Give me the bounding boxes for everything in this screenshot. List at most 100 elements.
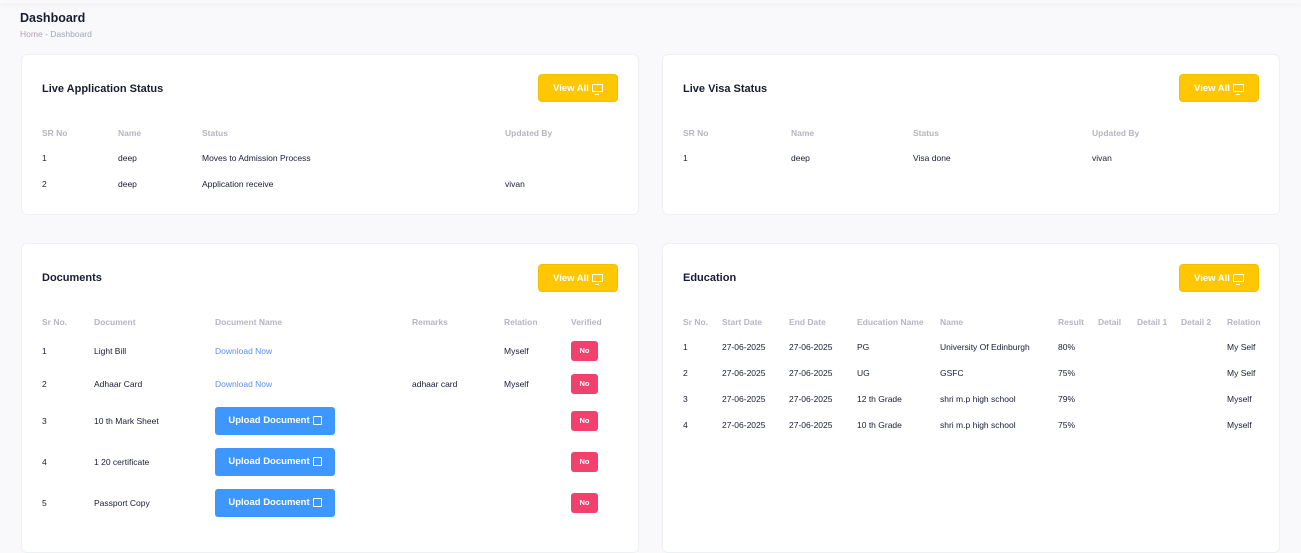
relation-cell: Myself [504,378,529,389]
upload-label: Upload Document [228,456,310,467]
documents-card: Documents View All Sr No. Document Documen… [21,243,639,553]
column-header: Relation [1227,317,1261,327]
document-name-cell: Download Now [215,367,412,400]
table-row: 2 27-06-2025 27-06-2025 UG GSFC 75% My Self [683,360,1263,386]
table-cell: vivan [505,179,525,189]
table-cell: 27-06-2025 [722,420,766,430]
sr-cell: 1 [42,345,47,356]
table-cell [1098,386,1137,412]
document-name-cell: Upload Document [215,482,412,523]
view-all-button[interactable]: View All [1179,74,1259,102]
visa-status-card: Live Visa Status View All SR No Name Statu… [662,54,1280,215]
view-all-label: View All [1194,272,1230,284]
document-name-cell: Upload Document [215,400,412,441]
breadcrumb-home[interactable]: Home [20,29,43,39]
education-card: Education View All Sr No. Start Date End D… [662,243,1280,553]
document-name-cell: Download Now [215,334,412,367]
verified-cell: No [571,441,620,482]
relation-cell [504,400,571,441]
upload-label: Upload Document [228,415,310,426]
card-title: Live Visa Status [683,83,768,95]
table-cell: shri m.p high school [940,394,1016,404]
column-header: Status [913,128,939,138]
column-header: Name [940,317,964,327]
table-row: 2 deep Application receive vivan [42,171,620,197]
verified-cell: No [571,334,620,367]
application-status-card: Live Application Status View All SR No Na… [21,54,639,215]
download-link[interactable]: Download Now [215,378,273,389]
edit-icon [312,416,322,425]
table-cell [1098,334,1137,360]
column-header: Detail [1098,317,1122,327]
verified-cell: No [571,400,620,441]
table-cell: 27-06-2025 [722,394,766,404]
monitor-icon [1232,274,1244,285]
document-cell: Light Bill [94,345,127,356]
sr-cell: 3 [42,415,47,426]
remarks-cell [412,334,504,367]
table-cell: 10 th Grade [857,420,902,430]
verified-cell: No [571,367,620,400]
sr-cell: 4 [42,456,47,467]
table-cell: Myself [1227,420,1252,430]
document-cell: 1 20 certificate [94,456,150,467]
table-cell [1098,360,1137,386]
upload-label: Upload Document [228,497,310,508]
table-cell: 2 [42,179,47,189]
verified-badge: No [571,340,598,361]
card-title: Documents [42,272,102,284]
document-name-cell: Upload Document [215,441,412,482]
upload-document-button[interactable]: Upload Document [215,447,335,476]
table-cell: shri m.p high school [940,420,1016,430]
sr-cell: 2 [42,378,47,389]
table-cell: 79% [1058,394,1076,404]
breadcrumb-current: Dashboard [50,29,92,39]
table-cell: deep [118,179,137,189]
table-cell: 1 [42,153,47,163]
remarks-cell [412,400,504,441]
top-bar [0,0,1301,3]
table-row: 2 Adhaar Card Download Now adhaar card M… [42,367,620,400]
breadcrumb: Home - Dashboard [20,29,92,39]
view-all-button[interactable]: View All [1179,264,1259,292]
table-header-row: Sr No. Document Document Name Remarks Relati… [42,310,620,334]
verified-badge: No [571,410,598,431]
table-header-row: SR No Name Status Updated By [683,121,1261,145]
document-cell: 10 th Mark Sheet [94,415,159,426]
column-header: Sr No. [42,317,68,327]
upload-document-button[interactable]: Upload Document [215,488,335,517]
remarks-cell: adhaar card [412,378,458,389]
table-row: 4 1 20 certificate Upload Document No [42,441,620,482]
relation-cell [504,441,571,482]
view-all-button[interactable]: View All [538,74,618,102]
table-cell [1137,334,1181,360]
column-header: Status [202,128,228,138]
visa-table: SR No Name Status Updated By 1 deep Visa done v… [683,121,1261,171]
education-table: Sr No. Start Date End Date Education Name Na… [683,310,1263,438]
table-cell: My Self [1227,342,1256,352]
monitor-icon [591,84,603,95]
table-cell: deep [118,153,137,163]
table-cell [1137,360,1181,386]
table-cell: University Of Edinburgh [940,342,1030,352]
column-header: Verified [571,317,602,327]
view-all-button[interactable]: View All [538,264,618,292]
document-cell: Passport Copy [94,497,150,508]
column-header: Result [1058,317,1084,327]
remarks-cell [412,441,504,482]
column-header: End Date [789,317,826,327]
documents-table: Sr No. Document Document Name Remarks Relati… [42,310,620,523]
table-row: 1 deep Moves to Admission Process [42,145,620,171]
verified-badge: No [571,451,598,472]
table-cell [505,145,620,171]
table-cell: 27-06-2025 [722,368,766,378]
table-cell: 27-06-2025 [789,342,833,352]
table-row: 1 Light Bill Download Now Myself No [42,334,620,367]
download-link[interactable]: Download Now [215,345,273,356]
upload-document-button[interactable]: Upload Document [215,406,335,435]
card-title: Live Application Status [42,83,164,95]
table-cell: 80% [1058,342,1076,352]
sr-cell: 5 [42,497,47,508]
table-row: 1 deep Visa done vivan [683,145,1261,171]
table-row: 3 27-06-2025 27-06-2025 12 th Grade shri m.p… [683,386,1263,412]
